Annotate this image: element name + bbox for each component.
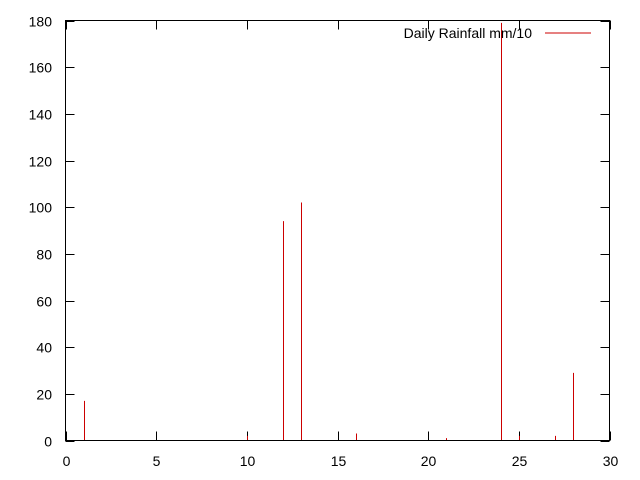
y-tick-label: 120 xyxy=(29,154,53,170)
y-tick-label: 180 xyxy=(29,14,53,30)
y-tick-label: 100 xyxy=(29,200,53,216)
y-tick-label: 40 xyxy=(36,340,52,356)
x-tick-label: 5 xyxy=(153,453,161,469)
legend-label: Daily Rainfall mm/10 xyxy=(404,25,533,41)
axis-ticks: 0 5 10 15 20 25 30 0 20 40 60 80 100 120 140 160 180 xyxy=(29,14,619,470)
x-tick-label: 25 xyxy=(512,453,528,469)
y-tick-label: 140 xyxy=(29,107,53,123)
legend: Daily Rainfall mm/10 xyxy=(404,25,591,41)
x-tick-label: 20 xyxy=(421,453,437,469)
x-tick-label: 30 xyxy=(603,453,619,469)
y-tick-label: 160 xyxy=(29,60,53,76)
y-tick-label: 20 xyxy=(36,387,52,403)
y-tick-label: 0 xyxy=(44,434,52,450)
x-tick-label: 10 xyxy=(240,453,256,469)
x-tick-label: 15 xyxy=(331,453,347,469)
plot-frame xyxy=(65,20,610,441)
y-tick-label: 60 xyxy=(36,294,52,310)
rainfall-impulses xyxy=(84,22,574,441)
x-tick-label: 0 xyxy=(63,453,71,469)
y-tick-label: 80 xyxy=(36,247,52,263)
